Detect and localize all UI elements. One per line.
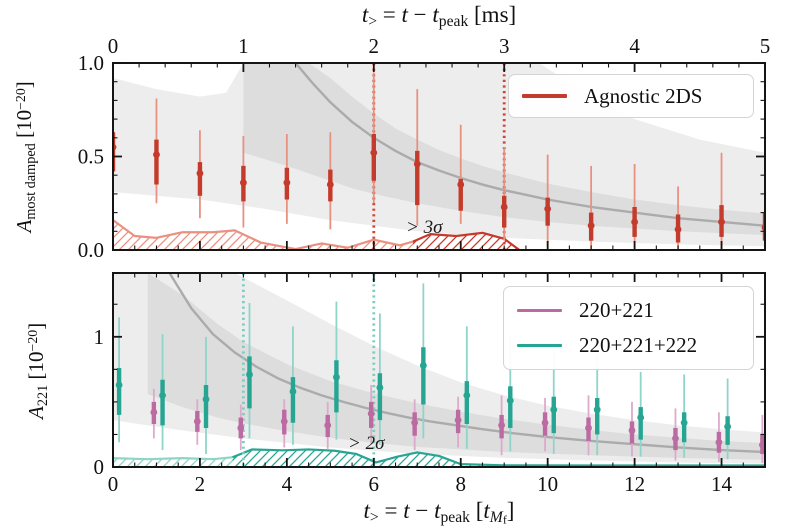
error-bar	[159, 334, 166, 451]
error-bar	[202, 336, 210, 454]
svg-text:10: 10	[537, 472, 558, 496]
top-hatch-boundary-1	[412, 231, 521, 250]
error-bar	[758, 414, 765, 464]
error-bar	[593, 355, 601, 456]
error-bar	[326, 132, 334, 230]
error-bar	[150, 388, 158, 439]
error-bar	[628, 401, 636, 457]
bottom-gray-band_inner	[147, 273, 765, 460]
bottom-ytick-labels: 01	[94, 325, 105, 479]
error-bar	[367, 384, 375, 444]
error-bar	[585, 395, 592, 456]
error-bar	[376, 313, 384, 445]
legend-item-220-221: 220+221	[517, 295, 743, 325]
svg-text:0.5: 0.5	[78, 145, 104, 169]
svg-text:6: 6	[369, 472, 380, 496]
annotation-2sigma: > 2σ	[348, 433, 385, 454]
error-bar	[680, 374, 688, 458]
error-bar	[370, 72, 378, 204]
error-bar	[115, 317, 123, 443]
bottom-gray-model-curve	[168, 273, 765, 454]
legend-line-red	[522, 94, 567, 99]
svg-text:1: 1	[94, 325, 105, 349]
error-bar	[768, 382, 775, 459]
legend-line-teal	[517, 343, 562, 348]
series-220-221	[113, 384, 765, 464]
error-bar	[193, 399, 201, 445]
error-bar	[587, 165, 595, 250]
svg-text:4: 4	[629, 34, 640, 58]
svg-text:5: 5	[760, 34, 771, 58]
error-bar	[283, 134, 291, 224]
error-bar	[715, 412, 723, 462]
svg-text:1.0: 1.0	[78, 51, 104, 75]
error-bar	[674, 186, 682, 250]
bottom-hatch-boundary-1	[232, 448, 765, 467]
error-bar	[237, 404, 245, 451]
legend-top-panel: Agnostic 2DS	[508, 74, 754, 118]
svg-text:0: 0	[94, 455, 105, 479]
error-bar	[454, 396, 462, 448]
legend-line-pink	[517, 308, 562, 313]
svg-text:2: 2	[195, 472, 206, 496]
svg-text:3: 3	[499, 34, 510, 58]
bottom-x-axis-title: t> = t − tpeak [tMf]	[363, 498, 515, 527]
svg-text:12: 12	[624, 472, 645, 496]
error-bar	[240, 135, 247, 228]
error-bar	[289, 326, 297, 445]
error-bar	[324, 401, 332, 449]
error-bar	[544, 154, 552, 247]
legend-bottom-panel: 220+221 220+221+222	[503, 286, 754, 370]
error-bar	[280, 399, 288, 448]
legend-item-agnostic-2ds: Agnostic 2DS	[522, 81, 743, 111]
error-bar	[498, 395, 505, 456]
error-bar	[153, 98, 160, 204]
error-bar	[631, 163, 638, 249]
annotation-3sigma: > 3σ	[406, 217, 443, 238]
bottom-ticks	[112, 273, 765, 468]
bottom-hatch-region-1	[232, 449, 765, 467]
svg-text:0.0: 0.0	[78, 238, 104, 262]
error-bar	[541, 397, 549, 452]
bottom-hatch-boundary-0	[113, 456, 233, 461]
top-ticks	[112, 62, 766, 251]
svg-text:4: 4	[282, 472, 293, 496]
error-bar	[196, 130, 204, 219]
legend-label: 220+221+222	[579, 333, 698, 358]
top-hatch-region-0	[113, 220, 413, 250]
error-bar	[463, 326, 471, 449]
legend-label: Agnostic 2DS	[584, 84, 703, 108]
svg-text:0: 0	[108, 472, 119, 496]
bottom-xtick-labels: 0 2 4 6 8 10 12 14	[108, 472, 733, 496]
svg-text:1: 1	[238, 34, 249, 58]
top-hatch-boundary-0	[113, 219, 414, 250]
error-bar	[637, 371, 645, 457]
error-bar	[413, 89, 421, 226]
svg-text:2: 2	[369, 34, 380, 58]
error-bar	[718, 152, 725, 249]
svg-text:0: 0	[108, 34, 119, 58]
top-x-axis-title: t> = t − tpeak [ms]	[361, 2, 517, 30]
error-bar	[333, 301, 340, 440]
svg-text:8: 8	[455, 472, 466, 496]
error-bar	[724, 378, 732, 460]
error-bar	[419, 283, 427, 439]
top-gray-model-curve	[294, 63, 765, 227]
error-bar	[246, 302, 253, 439]
series-agnostic-2ds	[113, 72, 765, 250]
bottom-y-axis-title: A221 [10−20]	[24, 322, 51, 419]
svg-text:14: 14	[711, 472, 733, 496]
error-bar	[672, 408, 679, 461]
top-xtick-labels: 0 1 2 3 4 5	[108, 34, 771, 58]
legend-item-220-221-222: 220+221+222	[517, 330, 743, 360]
error-bar	[500, 147, 508, 241]
top-ytick-labels: 0.0 0.5 1.0	[78, 51, 104, 262]
legend-label: 220+221	[579, 298, 654, 323]
error-bar	[411, 399, 419, 451]
error-bar	[457, 124, 465, 224]
